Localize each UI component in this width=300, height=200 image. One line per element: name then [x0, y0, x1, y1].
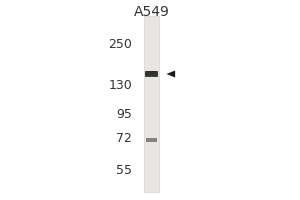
Text: 55: 55	[116, 164, 132, 176]
Bar	[145, 73, 158, 75]
Bar	[146, 72, 157, 73]
Text: 130: 130	[108, 79, 132, 92]
Text: 72: 72	[116, 132, 132, 146]
Bar	[146, 75, 157, 76]
Text: A549: A549	[134, 5, 169, 19]
Polygon shape	[167, 70, 175, 78]
Bar	[145, 71, 158, 77]
Bar	[144, 16, 159, 192]
Bar	[148, 71, 155, 72]
Bar	[146, 138, 157, 142]
Text: 250: 250	[108, 38, 132, 50]
Text: 95: 95	[116, 108, 132, 120]
Bar	[148, 76, 155, 77]
